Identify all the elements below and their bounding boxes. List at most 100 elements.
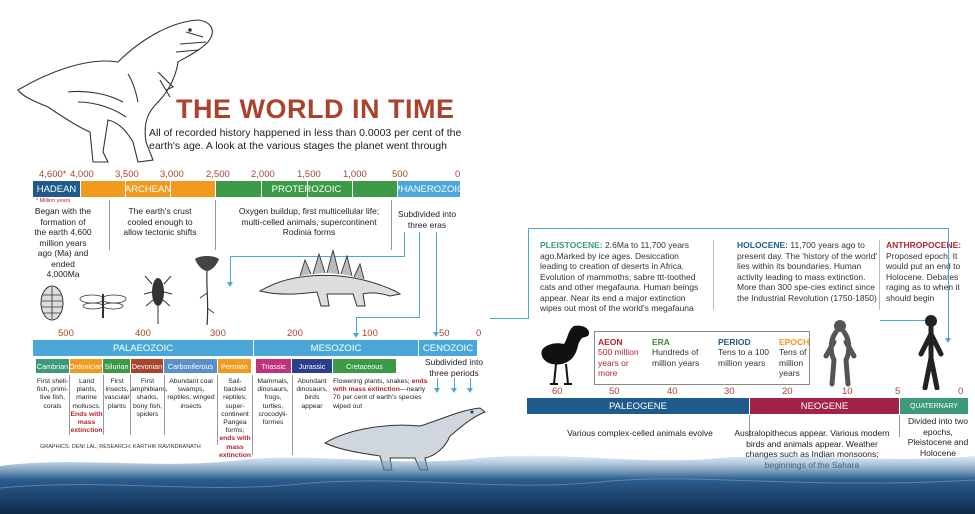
aeon-hadean-label: HADEAN: [36, 183, 77, 195]
anthropocene-name: ANTHROPOCENE:: [886, 240, 962, 250]
tick-label: 2,500: [206, 169, 230, 180]
era-mesozoic: MESOZOIC: [254, 340, 418, 356]
tick-label: 0: [958, 386, 964, 397]
holocene-name: HOLOCENE:: [737, 240, 788, 250]
ordovician-description: Land plants, marine molluscs. Ends with …: [70, 378, 103, 435]
legend-text: Tens to a 100 million years: [718, 347, 770, 368]
legend-text: Tens of million years: [779, 347, 807, 378]
carboniferous-description: Abundant coal swamps, reptiles, winged i…: [167, 378, 215, 410]
tick-label: 300: [210, 328, 226, 339]
divider-line: [164, 375, 165, 435]
aeon-archean-label: ARCHEAN: [124, 183, 172, 195]
connector-line: [419, 232, 420, 317]
permian-description: Sail-backed reptiles; super-continent Pa…: [218, 378, 252, 459]
period-label: Permian: [221, 361, 248, 371]
tick-label: 40: [667, 386, 678, 397]
period-label: Carboniferous: [167, 361, 214, 371]
water-background: [0, 455, 975, 514]
sea-scorpion-illustration: [143, 275, 173, 324]
proterozoic-description: Oxygen buildup, first multicellular life…: [238, 206, 380, 237]
legend-text: Hundreds of million years: [652, 347, 700, 368]
tick-label: 0: [476, 328, 482, 339]
tick-label: 60: [552, 386, 563, 397]
period-cretaceous: Cretaceous: [333, 359, 396, 373]
pleistocene-block: PLEISTOCENE: 2.6Ma to 11,700 years ago.M…: [540, 240, 708, 314]
million-years-note: * Million years: [36, 198, 71, 204]
period-jurassic: Jurassic: [292, 359, 332, 373]
tick-label: 5: [895, 386, 901, 397]
era-palaeozoic-label: PALAEOZOIC: [112, 342, 173, 354]
arrow-icon: [434, 388, 440, 393]
legend-heading: PERIOD: [718, 337, 751, 347]
tick-label: 30: [724, 386, 735, 397]
divider-line: [292, 375, 293, 455]
period-label: Ordovician: [70, 361, 102, 371]
tick-label: 50: [609, 386, 620, 397]
divider-line: [109, 200, 110, 250]
dragonfly-illustration: [79, 294, 127, 318]
period-label: Cretaceous: [346, 361, 383, 371]
period-triassic: Triassic: [256, 359, 291, 373]
legend-aeon: AEON 500 million years or more: [598, 337, 646, 379]
bar-divider: [125, 181, 126, 197]
connector-line: [454, 378, 455, 388]
tick-label: 4,000: [70, 169, 94, 180]
mass-extinction-note: Ends with mass extinction: [70, 410, 103, 435]
period-carboniferous: Carboniferous: [164, 359, 217, 373]
bar-divider: [261, 181, 262, 197]
aeon-hadean: HADEAN: [33, 181, 80, 197]
arrow-icon: [467, 388, 473, 393]
triassic-description: Mammals, dinosaurs, frogs, turtles, croc…: [257, 378, 289, 427]
legend-box: [594, 331, 810, 385]
connector-line: [528, 228, 948, 229]
divider-line: [69, 375, 70, 435]
aeon-phanerozoic-label: PHANEROZOIC: [398, 183, 460, 195]
bar-divider: [170, 181, 171, 197]
connector-line: [470, 378, 471, 388]
period-permian: Permian: [218, 359, 251, 373]
connector-line: [356, 317, 357, 333]
devonian-description: First amphibians, sharks, bony fish, spi…: [131, 378, 168, 418]
tick-label: 500: [392, 169, 408, 180]
stegosaurus-illustration: [258, 249, 402, 307]
arrow-icon: [433, 332, 439, 337]
tick-label: 200: [287, 328, 303, 339]
arrow-icon: [451, 388, 457, 393]
connector-line: [437, 378, 438, 388]
connector-line: [528, 228, 529, 318]
period-cambrian: Cambrian: [36, 359, 69, 373]
paleogene-label: PALEOGENE: [609, 400, 667, 412]
neogene-label: NEOGENE: [800, 400, 849, 412]
page-subtitle: All of recorded history happened in less…: [149, 127, 462, 152]
dinosaur-illustration: [323, 407, 486, 471]
period-devonian: Devonian: [131, 359, 163, 373]
anthropocene-text: Proposed epoch. It would put an end to H…: [886, 250, 961, 303]
tick-label: 0: [455, 169, 461, 180]
period-label: Cambrian: [36, 361, 69, 371]
holocene-text: 11,700 years ago to present day. The 'hi…: [737, 240, 877, 303]
divider-line: [899, 415, 900, 437]
aeon-proterozoic-label: PROTEROZOIC: [272, 184, 342, 195]
divider-line: [391, 200, 392, 250]
tick-label: 20: [782, 386, 793, 397]
legend-period: PERIOD Tens to a 100 million years: [718, 337, 770, 368]
australopithecus-illustration: [823, 320, 857, 387]
pleistocene-name: PLEISTOCENE:: [540, 240, 603, 250]
aeon-archean: ARCHEAN: [81, 181, 215, 197]
period-label: Jurassic: [298, 361, 326, 371]
connector-line: [356, 317, 420, 318]
hadean-description: Began with the formation of the earth 4,…: [34, 206, 92, 279]
quaternary-description: Divided into two epochs, Pleistocene and…: [907, 416, 969, 458]
cambrian-description: First shell-fish, primi-tive fish, coral…: [36, 378, 69, 410]
era-mesozoic-label: MESOZOIC: [310, 342, 362, 354]
arrow-icon: [353, 333, 359, 338]
divider-line: [130, 375, 131, 435]
cenozoic-description: Subdivided into three periods: [424, 357, 484, 378]
tick-label: 4,600*: [39, 169, 67, 180]
credits: GRAPHICS: DENI LAL; RESEARCH: KARTHIK RA…: [40, 444, 201, 450]
connector-line: [436, 232, 437, 332]
divider-line: [217, 375, 218, 445]
tick-label: 400: [135, 328, 151, 339]
divider-line: [749, 415, 750, 437]
jurassic-description: Abundant dinosaurs, birds appear: [296, 378, 328, 410]
